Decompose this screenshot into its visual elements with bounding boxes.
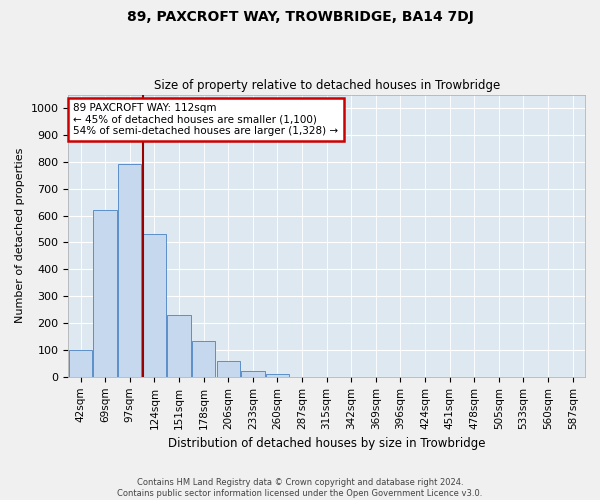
Bar (94, 210, 117, 377)
Text: 89, PAXCROFT WAY, TROWBRIDGE, BA14 7DJ: 89, PAXCROFT WAY, TROWBRIDGE, BA14 7DJ (127, 10, 473, 24)
Title: Size of property relative to detached houses in Trowbridge: Size of property relative to detached ho… (154, 79, 500, 92)
Y-axis label: Number of detached properties: Number of detached properties (15, 148, 25, 324)
X-axis label: Distribution of detached houses by size in Trowbridge: Distribution of detached houses by size … (168, 437, 485, 450)
Bar (118, 164, 142, 377)
Bar (143, 234, 166, 377)
Text: Contains HM Land Registry data © Crown copyright and database right 2024.
Contai: Contains HM Land Registry data © Crown c… (118, 478, 482, 498)
Bar (241, 372, 265, 377)
Bar (266, 374, 289, 377)
Bar (192, 340, 215, 377)
Bar (167, 315, 191, 377)
Text: 89 PAXCROFT WAY: 112sqm
← 45% of detached houses are smaller (1,100)
54% of semi: 89 PAXCROFT WAY: 112sqm ← 45% of detache… (73, 103, 338, 136)
Bar (69, 350, 92, 377)
Bar (217, 360, 240, 377)
